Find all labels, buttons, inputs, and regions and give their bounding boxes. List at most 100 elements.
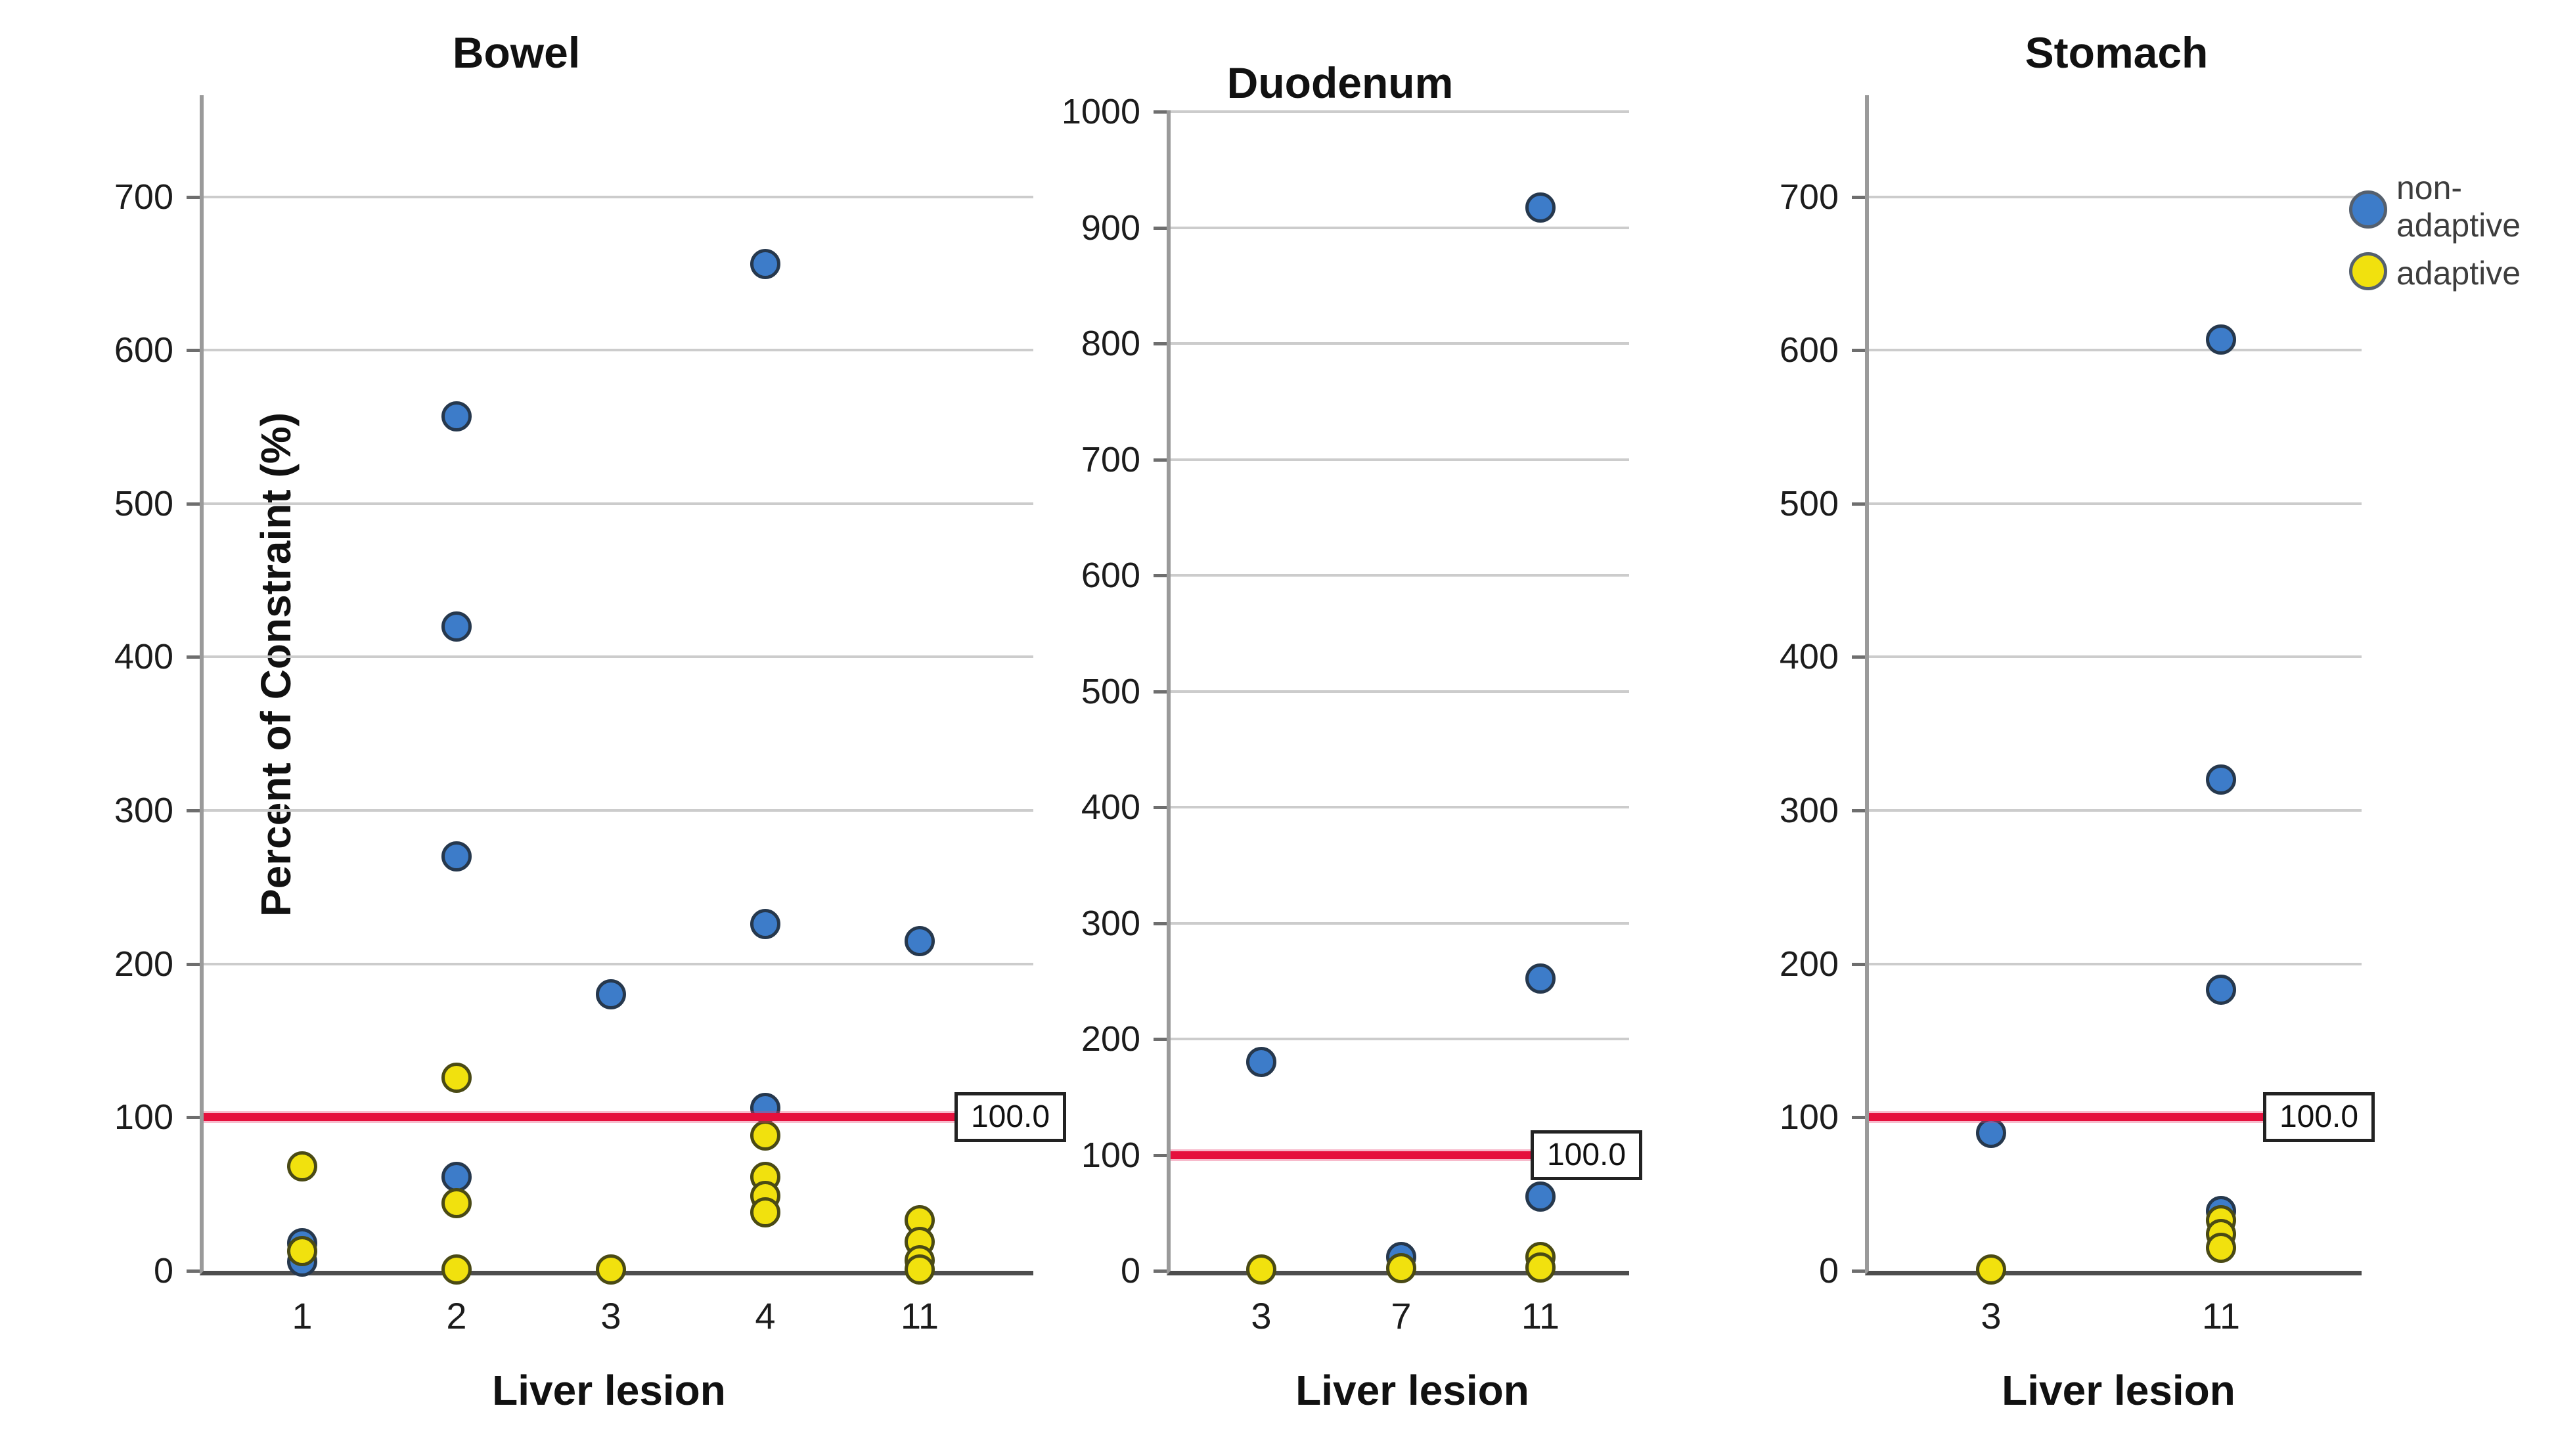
- x-axis-title-bowel: Liver lesion: [492, 1367, 726, 1414]
- gridline-stomach-200: [1869, 962, 2362, 965]
- y-tick-label-bowel-0: 0: [153, 1251, 173, 1291]
- reference-line-label-stomach: 100.0: [2263, 1092, 2375, 1143]
- x-tick-label-duodenum-11: 11: [1521, 1295, 1560, 1336]
- y-tick-stomach-700: [1852, 195, 1865, 199]
- y-tick-duodenum-700: [1154, 458, 1167, 462]
- gridline-bowel-600: [204, 349, 1033, 352]
- data-point-duodenum-adaptive-lesion7: [1386, 1253, 1416, 1284]
- x-axis-title-duodenum: Liver lesion: [1295, 1367, 1529, 1414]
- gridline-duodenum-1000: [1171, 110, 1629, 113]
- y-tick-label-bowel-400: 400: [114, 637, 173, 677]
- y-tick-stomach-0: [1852, 1269, 1865, 1273]
- data-point-bowel-adaptive-lesion4: [750, 1197, 780, 1228]
- y-tick-label-duodenum-600: 600: [1081, 556, 1140, 595]
- y-tick-stomach-200: [1852, 962, 1865, 966]
- data-point-duodenum-adaptive-lesion3: [1246, 1254, 1276, 1285]
- legend-label-adaptive: adaptive: [2396, 255, 2521, 292]
- reference-line-label-duodenum: 100.0: [1531, 1130, 1642, 1180]
- x-tick-label-duodenum-7: 7: [1391, 1295, 1412, 1336]
- y-tick-label-duodenum-100: 100: [1081, 1135, 1140, 1175]
- panel-title-bowel: Bowel: [452, 28, 581, 77]
- plot-area-duodenum: [1167, 110, 1629, 1275]
- gridline-stomach-300: [1869, 809, 2362, 812]
- data-point-duodenum-non-adaptive-lesion11: [1525, 1181, 1556, 1212]
- data-point-bowel-non-adaptive-lesion11: [905, 925, 935, 956]
- x-axis-title-stomach: Liver lesion: [2002, 1367, 2235, 1414]
- data-point-stomach-non-adaptive-lesion11: [2206, 324, 2236, 355]
- y-tick-label-stomach-700: 700: [1779, 177, 1839, 217]
- y-tick-label-duodenum-400: 400: [1081, 787, 1140, 827]
- y-tick-duodenum-500: [1154, 690, 1167, 694]
- data-point-duodenum-non-adaptive-lesion11: [1525, 963, 1556, 994]
- x-tick-label-duodenum-3: 3: [1251, 1295, 1272, 1336]
- data-point-bowel-non-adaptive-lesion4: [750, 908, 780, 939]
- y-tick-duodenum-200: [1154, 1038, 1167, 1041]
- y-tick-label-duodenum-1000: 1000: [1061, 92, 1140, 131]
- gridline-duodenum-600: [1171, 574, 1629, 577]
- y-tick-label-stomach-600: 600: [1779, 330, 1839, 370]
- gridline-bowel-200: [204, 962, 1033, 965]
- data-point-bowel-adaptive-lesion2: [441, 1254, 472, 1285]
- y-tick-bowel-400: [187, 655, 200, 659]
- reference-line-duodenum: [1171, 1151, 1629, 1159]
- y-tick-duodenum-0: [1154, 1269, 1167, 1273]
- panel-title-duodenum: Duodenum: [1226, 58, 1454, 107]
- y-tick-duodenum-900: [1154, 226, 1167, 230]
- gridline-bowel-400: [204, 655, 1033, 659]
- gridline-duodenum-700: [1171, 458, 1629, 461]
- data-point-bowel-non-adaptive-lesion2: [441, 401, 472, 431]
- x-tick-label-bowel-3: 3: [600, 1295, 621, 1336]
- y-tick-bowel-100: [187, 1116, 200, 1120]
- gridline-bowel-700: [204, 195, 1033, 198]
- y-tick-label-duodenum-0: 0: [1120, 1251, 1140, 1291]
- gridline-duodenum-400: [1171, 806, 1629, 808]
- x-tick-label-stomach-11: 11: [2201, 1295, 2241, 1336]
- y-tick-label-stomach-500: 500: [1779, 483, 1839, 523]
- data-point-bowel-adaptive-lesion1: [287, 1235, 317, 1266]
- reference-line-bowel: [204, 1113, 1033, 1122]
- legend-label-non-adaptive: non- adaptive: [2396, 169, 2521, 244]
- gridline-duodenum-500: [1171, 690, 1629, 693]
- y-tick-duodenum-100: [1154, 1153, 1167, 1157]
- y-tick-stomach-100: [1852, 1116, 1865, 1120]
- y-tick-duodenum-400: [1154, 806, 1167, 809]
- data-point-bowel-adaptive-lesion3: [596, 1254, 626, 1285]
- y-tick-label-stomach-100: 100: [1779, 1097, 1839, 1137]
- plot-area-bowel: [200, 95, 1033, 1275]
- y-tick-label-duodenum-300: 300: [1081, 903, 1140, 943]
- y-tick-stomach-500: [1852, 502, 1865, 506]
- y-tick-duodenum-800: [1154, 342, 1167, 345]
- y-tick-label-bowel-100: 100: [114, 1097, 173, 1137]
- data-point-stomach-non-adaptive-lesion11: [2206, 975, 2236, 1005]
- data-point-duodenum-non-adaptive-lesion11: [1525, 192, 1556, 223]
- data-point-stomach-adaptive-lesion11: [2206, 1232, 2236, 1263]
- reference-line-label-bowel: 100.0: [954, 1092, 1066, 1143]
- y-tick-label-duodenum-900: 900: [1081, 208, 1140, 248]
- y-tick-bowel-0: [187, 1269, 200, 1273]
- data-point-stomach-adaptive-lesion3: [1976, 1254, 2006, 1285]
- y-tick-label-duodenum-200: 200: [1081, 1019, 1140, 1059]
- y-tick-label-bowel-700: 700: [114, 177, 173, 217]
- y-tick-label-stomach-200: 200: [1779, 944, 1839, 984]
- data-point-stomach-non-adaptive-lesion3: [1976, 1117, 2006, 1148]
- y-tick-bowel-300: [187, 809, 200, 813]
- gridline-bowel-300: [204, 809, 1033, 812]
- y-tick-label-bowel-600: 600: [114, 330, 173, 370]
- adaptive-legend-marker-icon: [2349, 252, 2387, 290]
- data-point-bowel-non-adaptive-lesion4: [750, 249, 780, 280]
- gridline-stomach-700: [1869, 195, 2362, 198]
- y-tick-duodenum-300: [1154, 921, 1167, 925]
- y-tick-duodenum-1000: [1154, 110, 1167, 114]
- y-tick-label-duodenum-800: 800: [1081, 324, 1140, 363]
- x-tick-label-stomach-3: 3: [1981, 1295, 2002, 1336]
- data-point-bowel-adaptive-lesion2: [441, 1062, 472, 1093]
- y-tick-bowel-700: [187, 195, 200, 199]
- plot-area-stomach: [1865, 95, 2362, 1275]
- y-tick-bowel-200: [187, 962, 200, 966]
- x-tick-label-bowel-1: 1: [292, 1295, 313, 1336]
- gridline-duodenum-800: [1171, 342, 1629, 345]
- gridline-stomach-600: [1869, 349, 2362, 352]
- non-adaptive-legend-marker-icon: [2349, 190, 2387, 229]
- y-tick-label-bowel-300: 300: [114, 791, 173, 831]
